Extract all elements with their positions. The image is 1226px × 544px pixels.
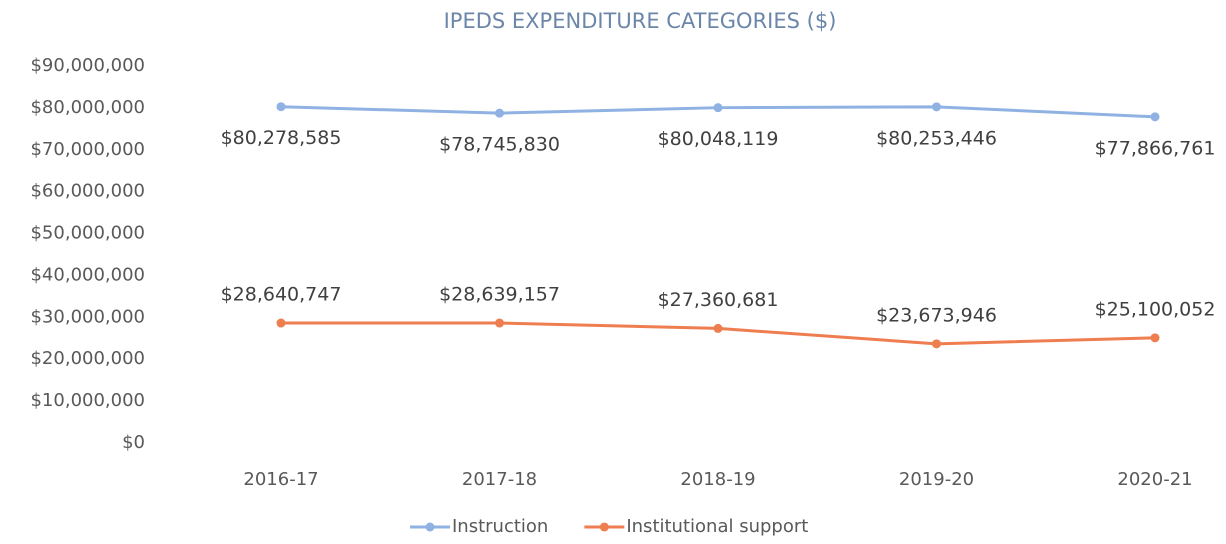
x-tick-label: 2019-20 (899, 469, 974, 490)
point (276, 102, 286, 112)
y-tick-label: $90,000,000 (30, 55, 145, 76)
point (713, 323, 723, 333)
y-tick-label: $40,000,000 (30, 264, 145, 285)
legend-label: Institutional support (626, 516, 808, 537)
data-label: $80,278,585 (221, 127, 342, 149)
y-tick-label: $70,000,000 (30, 139, 145, 160)
legend-marker (599, 522, 609, 532)
legend-label: Instruction (452, 516, 548, 537)
data-label: $80,253,446 (876, 127, 997, 149)
point (1150, 112, 1160, 122)
data-label: $27,360,681 (658, 289, 779, 311)
point (713, 103, 723, 113)
point (1150, 333, 1160, 343)
point (495, 318, 504, 328)
point (932, 339, 941, 349)
y-tick-label: $50,000,000 (30, 223, 145, 244)
y-tick-label: $0 (122, 432, 145, 453)
x-tick-label: 2016-17 (243, 469, 318, 490)
data-label: $23,673,946 (876, 304, 997, 326)
x-tick-label: 2020-21 (1117, 469, 1192, 490)
data-label: $28,639,157 (439, 284, 560, 306)
chart-title: IPEDS EXPENDITURE CATEGORIES ($) (444, 9, 837, 33)
legend-marker (425, 522, 435, 532)
y-tick-label: $30,000,000 (30, 306, 145, 327)
point (932, 102, 941, 112)
data-label: $28,640,747 (221, 284, 342, 306)
x-tick-label: 2017-18 (462, 469, 537, 490)
data-label: $78,745,830 (439, 134, 560, 156)
point (495, 108, 504, 118)
data-label: $25,100,052 (1095, 298, 1216, 320)
y-tick-label: $10,000,000 (30, 390, 145, 411)
data-label: $77,866,761 (1095, 137, 1216, 159)
point (276, 318, 286, 328)
y-tick-label: $60,000,000 (30, 181, 145, 202)
y-tick-label: $20,000,000 (30, 348, 145, 369)
y-tick-label: $80,000,000 (30, 97, 145, 118)
data-label: $80,048,119 (658, 128, 779, 150)
x-tick-label: 2018-19 (680, 469, 755, 490)
